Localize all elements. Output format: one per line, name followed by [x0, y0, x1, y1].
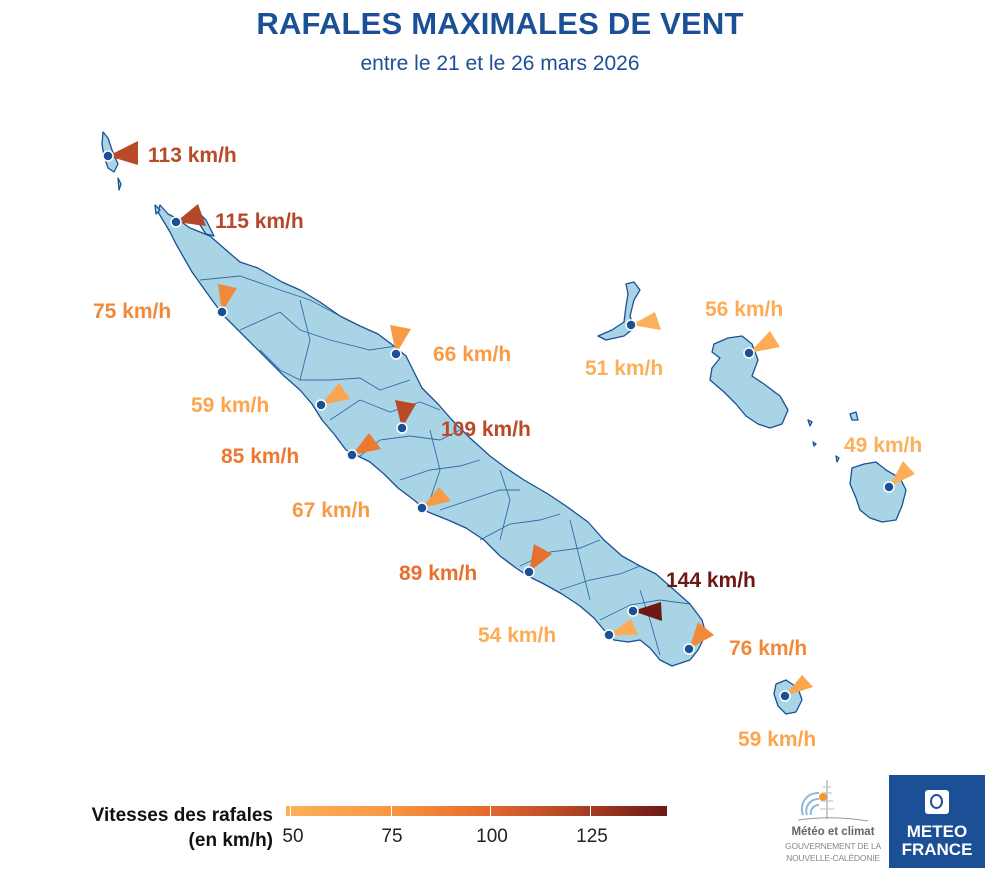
wind-wedge-koumac	[218, 284, 237, 312]
station-dot-touho	[390, 348, 402, 360]
label-poum: 115 km/h	[215, 210, 304, 233]
wind-wedge-mare	[889, 461, 915, 487]
station-dot-yate	[627, 605, 639, 617]
wind-gust-map	[101, 131, 915, 715]
station-dots	[102, 150, 895, 702]
station-dot-belep	[102, 150, 114, 162]
station-dot-mare	[883, 481, 895, 493]
station-dot-poya	[346, 449, 358, 461]
wind-wedge-yate	[633, 602, 662, 621]
commune-boundaries	[199, 275, 691, 656]
station-dot-lifou	[743, 347, 755, 359]
station-dot-bourail	[416, 502, 428, 514]
label-kone: 59 km/h	[191, 394, 270, 417]
wind-wedge-bourail	[422, 487, 451, 508]
label-goro: 76 km/h	[729, 637, 808, 660]
wind-wedge-poum	[176, 204, 206, 226]
legend-tick-100: 100	[476, 826, 508, 847]
wind-wedge-lifou	[749, 331, 780, 353]
station-dot-koumac	[216, 306, 228, 318]
legend-separator	[590, 806, 591, 816]
station-dot-ponerihouen	[396, 422, 408, 434]
station-dot-noumea	[603, 629, 615, 641]
map-subtitle: entre le 21 et le 26 mars 2026	[360, 52, 640, 75]
meteo-climat-nc-logo: Météo et climat GOUVERNEMENT DE LA NOUVE…	[783, 775, 883, 870]
land	[101, 131, 907, 715]
wind-wedge-iledespins	[785, 675, 813, 696]
legend-color-scale	[286, 806, 667, 816]
wind-wedge-goro	[689, 622, 714, 649]
legend-separator	[391, 806, 392, 816]
map-title: RAFALES MAXIMALES DE VENT	[256, 6, 744, 41]
label-ouvea: 51 km/h	[585, 357, 664, 380]
mare-island	[849, 461, 907, 523]
station-dot-iledespins	[779, 690, 791, 702]
label-yate: 144 km/h	[666, 569, 756, 592]
meteo-france-icon	[925, 790, 949, 814]
label-mare: 49 km/h	[844, 434, 923, 457]
station-dot-poum	[170, 216, 182, 228]
legend-separator	[490, 806, 491, 816]
lifou-island	[709, 335, 789, 429]
label-boulouparis: 89 km/h	[399, 562, 478, 585]
wind-wedge-poya	[352, 433, 381, 455]
legend-tick-125: 125	[576, 826, 608, 847]
label-noumea: 54 km/h	[478, 624, 557, 647]
label-bourail: 67 km/h	[292, 499, 371, 522]
legend-tick-75: 75	[381, 826, 403, 847]
wind-wedge-belep	[108, 141, 138, 165]
wind-wedge-ponerihouen	[395, 400, 416, 428]
legend-separator	[290, 806, 291, 816]
label-lifou: 56 km/h	[705, 298, 784, 321]
wind-wedge-boulouparis	[529, 544, 552, 572]
grande-terre-island	[157, 204, 707, 667]
ouvea-island	[597, 281, 641, 341]
label-belep: 113 km/h	[148, 144, 237, 167]
legend-tick-50: 50	[282, 826, 304, 847]
wind-wedge-ouvea	[631, 312, 661, 330]
wind-wedges	[108, 141, 915, 696]
wind-wedge-kone	[321, 383, 350, 405]
station-dot-ouvea	[625, 319, 637, 331]
label-koumac: 75 km/h	[93, 300, 172, 323]
legend-title: Vitesses des rafales (en km/h)	[91, 805, 273, 851]
label-ponerihouen: 109 km/h	[441, 418, 531, 441]
wind-wedge-noumea	[609, 619, 638, 635]
label-poya: 85 km/h	[221, 445, 300, 468]
meteo-france-logo: METEO FRANCE	[889, 775, 985, 868]
label-touho: 66 km/h	[433, 343, 512, 366]
label-iledespins: 59 km/h	[738, 728, 817, 751]
station-dot-goro	[683, 643, 695, 655]
wind-wedge-touho	[390, 325, 411, 354]
station-dot-kone	[315, 399, 327, 411]
station-dot-boulouparis	[523, 566, 535, 578]
nautilus-pine-icon	[797, 780, 869, 822]
